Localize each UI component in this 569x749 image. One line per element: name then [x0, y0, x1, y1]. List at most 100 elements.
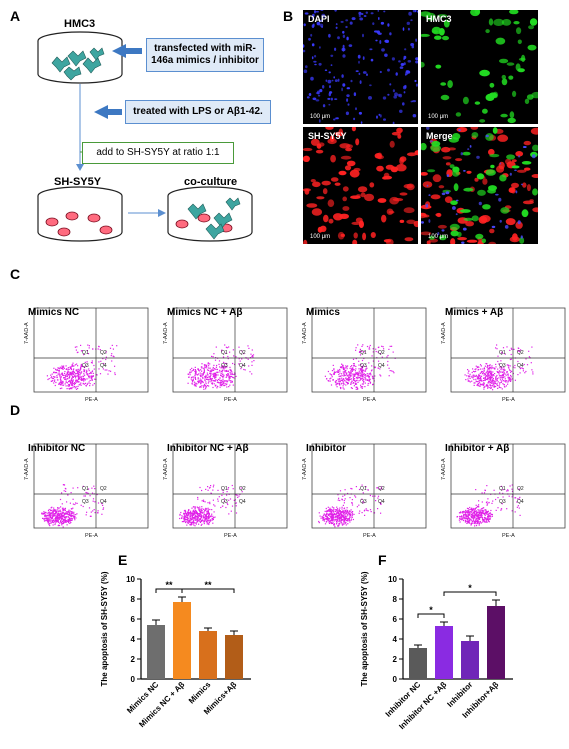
event-dot [193, 512, 195, 514]
event-dot [197, 368, 199, 370]
event-dot [66, 516, 68, 518]
event-dot [486, 366, 488, 368]
event-dot [230, 375, 232, 378]
event-dot [72, 487, 74, 489]
event-dot [70, 492, 72, 494]
event-dot [72, 362, 74, 364]
cell-mark [340, 155, 352, 160]
cell-mark [474, 177, 479, 182]
event-dot [223, 382, 225, 384]
cell-mark [445, 162, 451, 166]
event-dot [344, 516, 346, 518]
event-dot [207, 362, 210, 364]
significance-label: ** [165, 580, 173, 590]
event-dot [468, 520, 470, 522]
event-dot [220, 506, 222, 509]
cell-mark [312, 13, 315, 17]
event-dot [57, 516, 59, 518]
cell-mark [313, 23, 315, 27]
event-dot [202, 381, 204, 383]
event-dot [488, 374, 490, 377]
event-dot [362, 492, 364, 494]
event-dot [475, 365, 477, 367]
cell-mark [506, 62, 515, 66]
event-dot [487, 384, 489, 386]
cell-mark [303, 155, 310, 162]
event-dot [379, 368, 381, 370]
cell-mark [498, 161, 505, 170]
event-dot [357, 387, 359, 390]
event-dot [328, 509, 330, 511]
event-dot [72, 515, 74, 517]
event-dot [330, 522, 332, 524]
event-dot [473, 384, 475, 386]
event-dot [76, 351, 78, 354]
event-dot [509, 365, 511, 367]
event-dot [345, 365, 347, 367]
event-dot [213, 511, 215, 513]
event-dot [355, 383, 358, 385]
event-dot [360, 386, 362, 388]
cell-mark [342, 83, 346, 87]
event-dot [204, 379, 206, 382]
event-dot [347, 512, 349, 514]
event-dot [229, 366, 231, 368]
event-dot [326, 519, 328, 521]
event-dot [497, 497, 499, 499]
event-dot [495, 509, 497, 511]
event-dot [57, 525, 59, 527]
event-dot [48, 378, 50, 380]
event-dot [503, 371, 505, 373]
event-dot [459, 512, 461, 514]
cell-mark [360, 13, 364, 15]
event-dot [83, 371, 85, 373]
event-dot [230, 381, 232, 384]
event-dot [205, 381, 207, 383]
event-dot [368, 348, 370, 350]
event-dot [200, 381, 203, 383]
event-dot [366, 375, 368, 377]
cell-mark [310, 33, 313, 37]
event-dot [231, 372, 233, 375]
event-dot [229, 375, 231, 377]
event-dot [209, 376, 211, 378]
event-dot [81, 350, 83, 352]
event-dot [489, 516, 491, 518]
event-dot [201, 385, 203, 387]
event-dot [330, 508, 332, 510]
event-dot [359, 350, 361, 353]
event-dot [72, 370, 74, 372]
event-dot [489, 381, 492, 384]
event-dot [71, 380, 73, 382]
event-dot [493, 375, 495, 377]
event-dot [350, 387, 352, 389]
event-dot [52, 515, 55, 517]
event-dot [215, 346, 217, 348]
event-dot [517, 360, 519, 363]
event-dot [86, 511, 88, 513]
event-dot [84, 379, 86, 381]
event-dot [511, 348, 513, 350]
event-dot [318, 522, 320, 524]
event-dot [500, 509, 502, 511]
cell-mark [499, 58, 509, 64]
event-dot [324, 523, 327, 525]
cell-mark [452, 133, 461, 140]
event-dot [473, 507, 475, 510]
event-dot [73, 384, 76, 386]
event-dot [206, 521, 208, 523]
cell-mark [355, 107, 357, 111]
event-dot [228, 378, 230, 380]
event-dot [212, 356, 214, 358]
event-dot [47, 521, 49, 523]
event-dot [471, 511, 473, 513]
event-dot [474, 382, 476, 384]
event-dot [213, 376, 215, 378]
event-dot [52, 516, 54, 518]
event-dot [87, 353, 90, 355]
cell-mark [497, 134, 509, 142]
event-dot [203, 511, 205, 513]
event-dot [485, 518, 487, 520]
event-dot [232, 384, 234, 386]
event-dot [64, 513, 66, 515]
